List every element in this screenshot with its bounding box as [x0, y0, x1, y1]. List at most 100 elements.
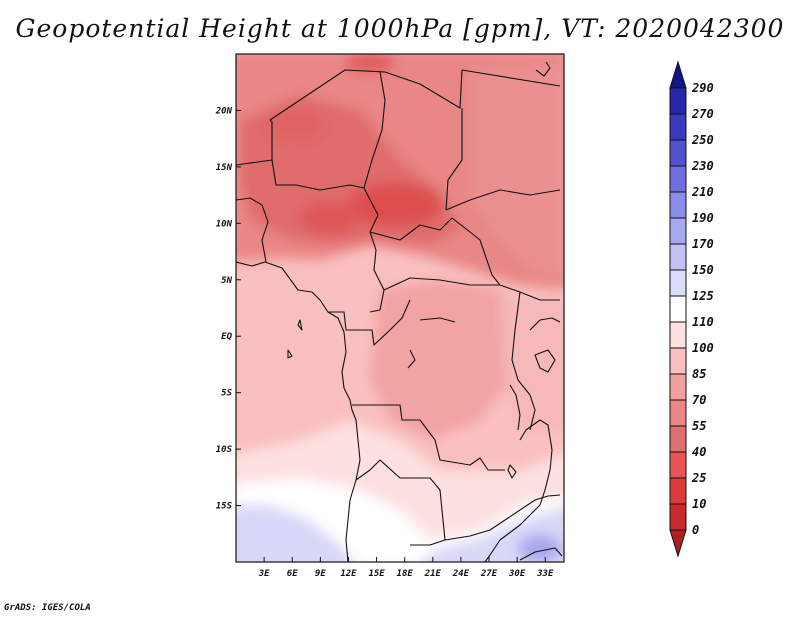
- x-tick-label: 15E: [368, 569, 385, 579]
- zimbabwe-sa: [484, 504, 541, 562]
- x-tick-label: 12E: [340, 569, 357, 579]
- x-tick-label: 24E: [452, 569, 470, 579]
- y-tick-label: 10N: [216, 219, 233, 229]
- lake-tanganyika: [509, 384, 521, 431]
- colorbar-label: 250: [691, 133, 714, 147]
- colorbar-segment: [669, 191, 687, 219]
- level-150-southwest: [236, 505, 354, 562]
- lake-kariba: [507, 464, 517, 479]
- colorbar-top-triangle: [669, 60, 687, 89]
- colorbar-label: 170: [692, 237, 714, 251]
- colorbar-label: 290: [691, 81, 714, 95]
- sahara-borders: [269, 69, 561, 121]
- colorbar-segment: [669, 165, 687, 193]
- y-tick-label: 20N: [215, 106, 233, 116]
- colorbar-segment: [669, 139, 687, 167]
- drc-north: [383, 277, 560, 301]
- sao-tome-island: [287, 349, 293, 359]
- colorbar-label: 0: [692, 523, 699, 537]
- colorbar-segment: [669, 87, 687, 115]
- colorbar-label: 10: [692, 497, 706, 511]
- boundaries: [236, 61, 563, 562]
- colorbar-segment: [669, 477, 687, 505]
- x-tick-label: 21E: [424, 569, 442, 579]
- contour-field: [236, 54, 564, 562]
- colorbar-label: 150: [692, 263, 714, 277]
- x-tick-label: 27E: [480, 569, 498, 579]
- colorbar-segment: [669, 399, 687, 427]
- x-axis: 3E 6E 9E 12E 15E 18E 21E 24E 27E 30E 33E: [258, 557, 554, 579]
- x-tick-label: 9E: [315, 569, 326, 579]
- colorbar-segment: [669, 113, 687, 141]
- y-tick-label: 15N: [216, 163, 233, 173]
- bioko-island: [297, 319, 303, 331]
- colorbar-bottom-triangle: [669, 529, 687, 558]
- niger-chad-border: [363, 71, 386, 189]
- colorbar-segment: [669, 321, 687, 349]
- colorbar-label: 70: [692, 393, 706, 407]
- lake-line-1: [419, 317, 456, 323]
- colorbar-label: 230: [691, 159, 714, 173]
- x-tick-label: 30E: [508, 569, 526, 579]
- kenya-uganda: [529, 317, 561, 331]
- colorbar-segment: [669, 295, 687, 323]
- lake-line-2: [407, 349, 416, 369]
- lake-victoria: [534, 349, 556, 373]
- madagascar-edge: [519, 547, 563, 561]
- colorbar-segment: [669, 217, 687, 245]
- colorbar-label: 55: [692, 419, 706, 433]
- atlantic-coastline: [236, 261, 361, 562]
- colorbar-label: 25: [691, 471, 706, 485]
- colorbar-label: 270: [691, 107, 714, 121]
- zambia-zimbabwe: [444, 494, 561, 541]
- level-70-northeast: [470, 60, 564, 279]
- map-title: Geopotential Height at 1000hPa [gpm], VT…: [15, 14, 785, 43]
- colorbar-label: 210: [691, 185, 714, 199]
- y-axis: 20N 15N 10N 5N EQ 5S 10S 15S: [215, 106, 241, 512]
- y-tick-label: 15S: [216, 502, 233, 512]
- colorbar-segment: [669, 347, 687, 375]
- colorbar-label: 125: [692, 289, 714, 303]
- level-40-central: [347, 183, 443, 227]
- colorbar-segment: [669, 243, 687, 271]
- gabon-congo: [328, 299, 411, 346]
- colorbar-segment: [669, 451, 687, 479]
- mali-border: [236, 119, 273, 166]
- y-tick-label: 5S: [221, 389, 232, 399]
- colorbar-label: 85: [692, 367, 706, 381]
- sudan-ethiopia: [445, 189, 561, 211]
- malawi-mozambique: [519, 419, 553, 506]
- map-frame: [235, 53, 565, 563]
- chad-sudan-border: [445, 108, 463, 211]
- colorbar-segment: [669, 269, 687, 297]
- grads-credit: GrADS: IGES/COLA: [4, 603, 91, 613]
- level-40-west: [300, 202, 360, 234]
- ghana-borders: [236, 197, 269, 263]
- drc-east: [511, 291, 536, 431]
- colorbar-label: 190: [692, 211, 714, 225]
- colorbar-segment: [669, 503, 687, 531]
- car-sudan-border: [369, 217, 501, 286]
- level-40-north: [345, 54, 395, 72]
- colorbar-label: 100: [692, 341, 714, 355]
- x-tick-label: 18E: [397, 569, 414, 579]
- x-tick-label: 3E: [258, 569, 270, 579]
- colorbar-segment: [669, 425, 687, 453]
- colorbar-label: 110: [692, 315, 714, 329]
- y-tick-label: EQ: [221, 332, 232, 342]
- sinai: [535, 61, 551, 77]
- drc-angola-zambia: [352, 404, 505, 471]
- colorbar-label: 40: [692, 445, 706, 459]
- y-tick-label: 5N: [221, 276, 232, 286]
- colorbar: 0 10 25 40 55 70 85 100 110 125 150 170 190 210 230 250…: [669, 60, 714, 558]
- nigeria-north: [271, 159, 379, 233]
- level-55-nw: [265, 107, 325, 143]
- cameroon-car-border: [369, 231, 385, 313]
- y-tick-label: 10S: [216, 445, 233, 455]
- level-85-congo: [370, 280, 520, 440]
- x-tick-label: 6E: [287, 569, 298, 579]
- colorbar-segment: [669, 373, 687, 401]
- x-tick-label: 33E: [536, 569, 554, 579]
- angola-namibia: [355, 459, 446, 546]
